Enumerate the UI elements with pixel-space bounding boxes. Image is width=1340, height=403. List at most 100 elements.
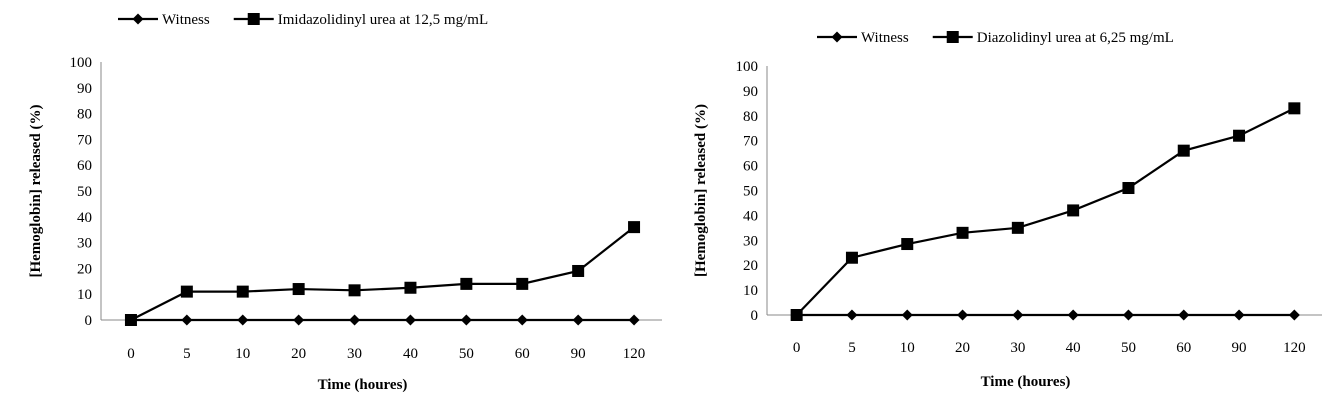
series-line	[130, 226, 635, 321]
y-tick-label: 10	[743, 283, 758, 299]
data-point	[846, 309, 858, 321]
x-tick-label: 5	[848, 340, 856, 356]
data-point	[516, 277, 529, 290]
x-axis-title: Time (houres)	[981, 374, 1071, 390]
legend-item: Imidazolidinyl urea at 12,5 mg/mL	[233, 12, 488, 28]
series-witness	[791, 309, 1300, 321]
legend-diamond-marker-icon	[132, 13, 144, 25]
y-tick-label: 10	[77, 287, 92, 303]
series-treatment	[124, 221, 641, 326]
x-tick-label: 120	[623, 346, 646, 362]
data-point	[572, 314, 584, 326]
y-tick-label: 60	[77, 158, 92, 174]
data-point	[1122, 309, 1134, 321]
chart-panel-diazolidinyl: 0 10 20 30 40 50 60 70 80 90 100 0 5 10 20 30 40 50 60 90 12…	[670, 0, 1340, 403]
x-tick-label: 50	[459, 346, 474, 362]
y-tick-label: 30	[77, 236, 92, 252]
legend-item: Witness	[817, 30, 909, 46]
data-point	[293, 314, 305, 326]
data-point	[845, 251, 858, 264]
y-tick-label: 70	[77, 132, 92, 148]
y-tick-label: 100	[736, 59, 759, 75]
legend: Witness Diazolidinyl urea at 6,25 mg/mL	[817, 30, 1174, 46]
y-tick-label: 50	[743, 184, 758, 200]
data-point	[1177, 144, 1190, 157]
y-tick-label: 30	[743, 233, 758, 249]
data-point	[901, 309, 913, 321]
x-tick-label: 90	[1232, 340, 1247, 356]
y-tick-label: 80	[77, 107, 92, 123]
data-point	[1011, 221, 1024, 234]
data-point	[1233, 309, 1245, 321]
y-tick-label: 0	[85, 313, 93, 329]
x-tick-label: 60	[1176, 340, 1191, 356]
chart-body: 0 10 20 30 40 50 60 70 80 90 100 0 5 10 20 30 40 50 60 90 12…	[693, 30, 1322, 390]
data-point	[292, 283, 305, 296]
legend-diamond-marker-icon	[831, 31, 843, 43]
x-tick-label: 20	[291, 346, 306, 362]
x-tick-label: 0	[793, 340, 801, 356]
x-tick-label: 20	[955, 340, 970, 356]
data-point	[1288, 102, 1301, 115]
data-point	[1178, 309, 1190, 321]
x-tick-label: 50	[1121, 340, 1136, 356]
data-point	[1012, 309, 1024, 321]
legend-square-marker-icon	[946, 31, 959, 43]
x-tick-label: 30	[1010, 340, 1025, 356]
y-axis-title: [Hemoglobin] released (%)	[28, 104, 44, 277]
data-point	[901, 238, 914, 251]
x-tick-label: 10	[235, 346, 250, 362]
chart-panel-imidazolidinyl: 0 10 20 30 40 50 60 70 80 90 100 0 5 10 20 30 40 50 60 90 12…	[28, 12, 662, 393]
data-point	[237, 314, 249, 326]
legend-square-marker-icon	[247, 13, 260, 25]
data-point	[460, 277, 473, 290]
y-tick-label: 60	[743, 159, 758, 175]
data-point	[236, 285, 249, 298]
legend-label: Imidazolidinyl urea at 12,5 mg/mL	[278, 12, 488, 28]
data-point	[956, 226, 969, 239]
y-tick-label: 80	[743, 109, 758, 125]
y-tick-label: 50	[77, 184, 92, 200]
data-point	[516, 314, 528, 326]
y-axis-title: [Hemoglobin] released (%)	[693, 104, 709, 277]
line-chart-imidazolidinyl: 0 10 20 30 40 50 60 70 80 90 100 0 5 10 20 30 40 50 60 90 12…	[28, 12, 662, 393]
data-point	[348, 284, 361, 297]
series-treatment	[790, 102, 1301, 321]
legend-item: Diazolidinyl urea at 6,25 mg/mL	[932, 30, 1174, 46]
legend-label: Witness	[861, 30, 909, 46]
y-tick-label: 40	[743, 208, 758, 224]
data-point	[572, 264, 585, 277]
y-tick-label: 20	[77, 261, 92, 277]
data-point	[460, 314, 472, 326]
data-point	[628, 221, 641, 234]
x-tick-label: 40	[403, 346, 418, 362]
data-point	[180, 285, 193, 298]
x-tick-label: 90	[571, 346, 586, 362]
line-chart-diazolidinyl: 0 10 20 30 40 50 60 70 80 90 100 0 5 10 20 30 40 50 60 90 12…	[693, 30, 1322, 390]
y-tick-label: 100	[70, 55, 93, 71]
series-witness	[125, 314, 640, 326]
series-line	[795, 107, 1295, 316]
data-point	[404, 281, 417, 294]
x-tick-label: 10	[900, 340, 915, 356]
y-tick-label: 0	[751, 308, 759, 324]
data-point	[404, 314, 416, 326]
data-point	[349, 314, 361, 326]
x-tick-label: 120	[1283, 340, 1306, 356]
data-point	[957, 309, 969, 321]
legend-item: Witness	[118, 12, 210, 28]
x-tick-label: 60	[515, 346, 530, 362]
y-tick-label: 40	[77, 210, 92, 226]
x-tick-label: 40	[1066, 340, 1081, 356]
y-tick-label: 90	[743, 84, 758, 100]
legend-label: Witness	[162, 12, 210, 28]
y-tick-label: 70	[743, 134, 758, 150]
x-tick-label: 0	[127, 346, 135, 362]
data-point	[1288, 309, 1300, 321]
data-point	[124, 314, 137, 326]
data-point	[181, 314, 193, 326]
data-point	[1122, 182, 1135, 195]
legend: Witness Imidazolidinyl urea at 12,5 mg/mL	[118, 12, 488, 28]
data-point	[790, 309, 803, 321]
x-tick-label: 30	[347, 346, 362, 362]
